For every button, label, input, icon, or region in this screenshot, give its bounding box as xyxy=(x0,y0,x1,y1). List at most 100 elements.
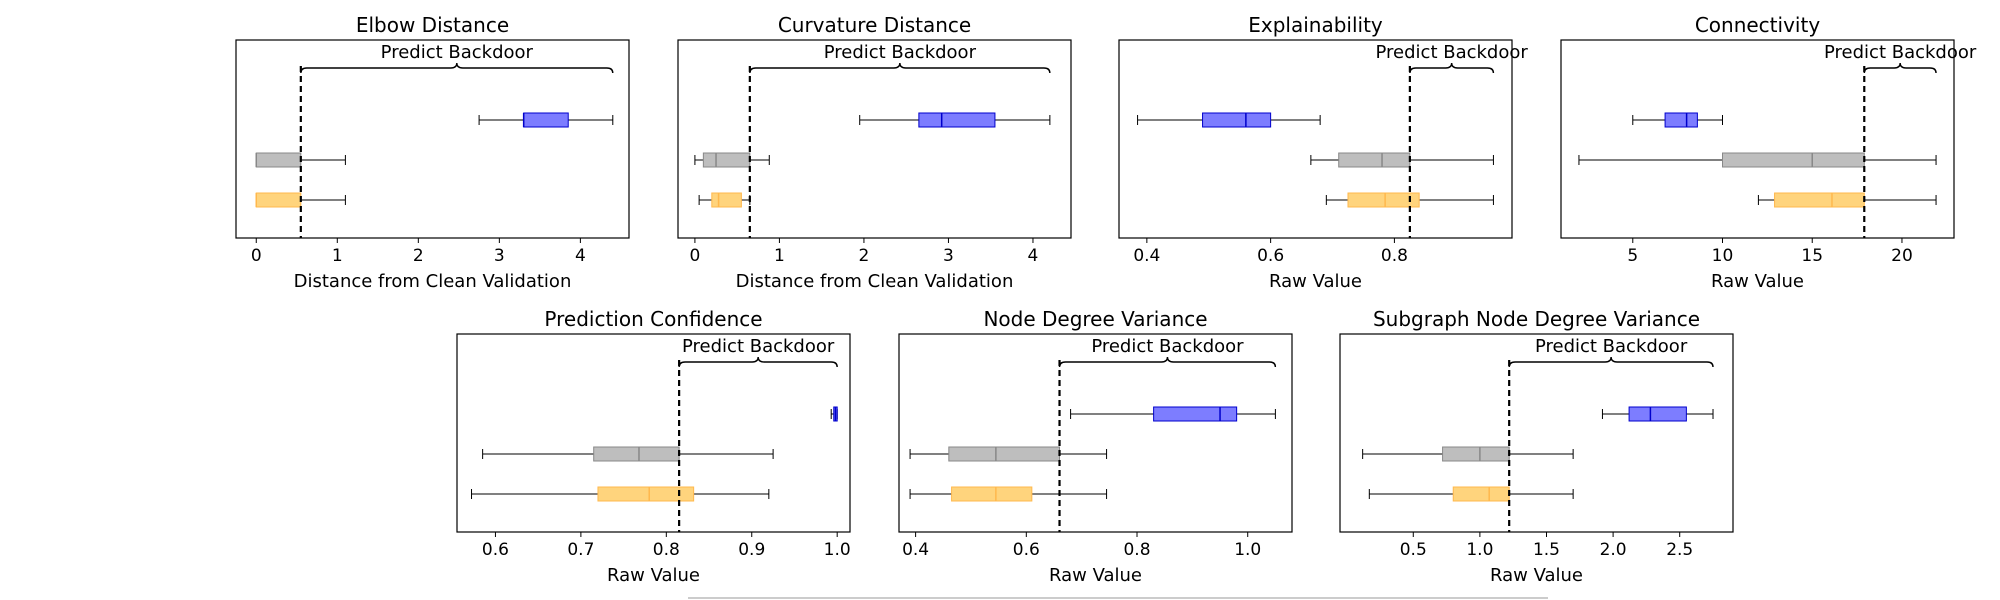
box-body xyxy=(1774,192,1865,208)
axes-frame xyxy=(456,333,851,533)
box-gray xyxy=(909,446,1108,462)
predict-bracket xyxy=(749,62,1051,74)
x-tick-label: 0 xyxy=(689,246,700,266)
panel-4: Connectivity 5 10 15 20 Raw Value Predict Back… xyxy=(1560,13,1977,292)
x-tick-label: 3 xyxy=(943,246,954,266)
panel-title: Node Degree Variance xyxy=(983,307,1207,331)
box-blue xyxy=(1137,112,1321,128)
box-orange xyxy=(698,192,751,208)
x-tick-label: 1.0 xyxy=(1466,540,1493,560)
x-tick-label: 1.0 xyxy=(1234,540,1261,560)
box-body xyxy=(711,192,742,208)
box-gray xyxy=(1362,446,1574,462)
box-orange xyxy=(1325,192,1494,208)
x-axis-label: Raw Value xyxy=(1711,271,1804,292)
x-tick-label: 4 xyxy=(575,246,586,266)
box-body xyxy=(1664,112,1698,128)
annotation-label: Predict Backdoor xyxy=(682,336,835,357)
panel-title: Elbow Distance xyxy=(356,13,509,37)
axes-frame xyxy=(1339,333,1734,533)
box-body xyxy=(702,152,751,168)
box-blue xyxy=(1070,406,1276,422)
box-gray xyxy=(482,446,774,462)
box-body xyxy=(255,152,302,168)
x-tick-label: 1.0 xyxy=(824,540,851,560)
x-tick-label: 0.6 xyxy=(482,540,509,560)
box-orange xyxy=(1368,486,1574,502)
panel-3: Explainability 0.4 0.6 0.8 Raw Value Predict … xyxy=(1118,13,1529,292)
x-tick-label: 2.0 xyxy=(1600,540,1627,560)
panel-title: Explainability xyxy=(1248,13,1383,37)
x-axis-label: Raw Value xyxy=(1049,565,1142,586)
x-tick-label: 15 xyxy=(1801,246,1823,266)
box-blue xyxy=(478,112,614,128)
predict-bracket xyxy=(1863,62,1937,74)
x-tick-label: 1.5 xyxy=(1533,540,1560,560)
box-blue xyxy=(1632,112,1724,128)
box-blue xyxy=(830,406,838,422)
x-tick-label: 0.4 xyxy=(1133,246,1160,266)
x-tick-label: 1 xyxy=(774,246,785,266)
box-orange xyxy=(909,486,1108,502)
box-body xyxy=(1153,406,1238,422)
axes-frame xyxy=(677,39,1072,239)
box-body xyxy=(523,112,569,128)
x-tick-label: 0.6 xyxy=(1013,540,1040,560)
annotation-label: Predict Backdoor xyxy=(1376,42,1529,63)
x-axis-label: Raw Value xyxy=(1269,271,1362,292)
box-gray xyxy=(1578,152,1937,168)
box-body xyxy=(593,446,680,462)
predict-bracket xyxy=(1409,62,1495,74)
box-gray xyxy=(255,152,346,168)
x-tick-label: 0.5 xyxy=(1400,540,1427,560)
box-orange xyxy=(255,192,346,208)
axes-frame xyxy=(235,39,630,239)
x-tick-label: 5 xyxy=(1627,246,1638,266)
x-tick-label: 0.6 xyxy=(1257,246,1284,266)
box-body xyxy=(1442,446,1510,462)
predict-bracket xyxy=(300,62,614,74)
axes-frame xyxy=(1560,39,1955,239)
annotation-label: Predict Backdoor xyxy=(381,42,534,63)
box-body xyxy=(1202,112,1272,128)
box-blue xyxy=(859,112,1051,128)
predict-bracket xyxy=(678,356,838,368)
box-blue xyxy=(1601,406,1714,422)
x-tick-label: 0.8 xyxy=(1123,540,1150,560)
box-body xyxy=(1347,192,1420,208)
box-body xyxy=(1722,152,1865,168)
box-orange xyxy=(1757,192,1937,208)
x-tick-label: 10 xyxy=(1712,246,1734,266)
x-tick-label: 2 xyxy=(859,246,870,266)
box-body xyxy=(951,486,1033,502)
panel-title: Connectivity xyxy=(1695,13,1820,37)
x-tick-label: 0 xyxy=(251,246,262,266)
panel-6: Node Degree Variance 0.4 0.6 0.8 1.0 Raw Valu… xyxy=(898,307,1293,586)
x-axis-label: Distance from Clean Validation xyxy=(294,271,572,292)
box-body xyxy=(918,112,996,128)
box-gray xyxy=(694,152,770,168)
x-tick-label: 4 xyxy=(1028,246,1039,266)
x-axis-label: Distance from Clean Validation xyxy=(736,271,1014,292)
x-tick-label: 0.8 xyxy=(1381,246,1408,266)
x-axis-label: Raw Value xyxy=(607,565,700,586)
axes-frame xyxy=(898,333,1293,533)
x-tick-label: 0.4 xyxy=(902,540,929,560)
box-body xyxy=(1338,152,1411,168)
box-body xyxy=(1452,486,1510,502)
x-axis-label: Raw Value xyxy=(1490,565,1583,586)
x-tick-label: 2 xyxy=(413,246,424,266)
x-tick-label: 20 xyxy=(1891,246,1913,266)
annotation-label: Predict Backdoor xyxy=(824,42,977,63)
box-body xyxy=(597,486,695,502)
x-tick-label: 1 xyxy=(332,246,343,266)
x-tick-label: 0.8 xyxy=(653,540,680,560)
box-gray xyxy=(1310,152,1494,168)
x-tick-label: 2.5 xyxy=(1666,540,1693,560)
panel-5: Prediction Confidence 0.6 0.7 0.8 0.9 1.0 Raw … xyxy=(456,307,851,586)
panel-7: Subgraph Node Degree Variance 0.5 1.0 1.5 2.… xyxy=(1339,307,1734,586)
box-body xyxy=(255,192,302,208)
box-orange xyxy=(471,486,770,502)
